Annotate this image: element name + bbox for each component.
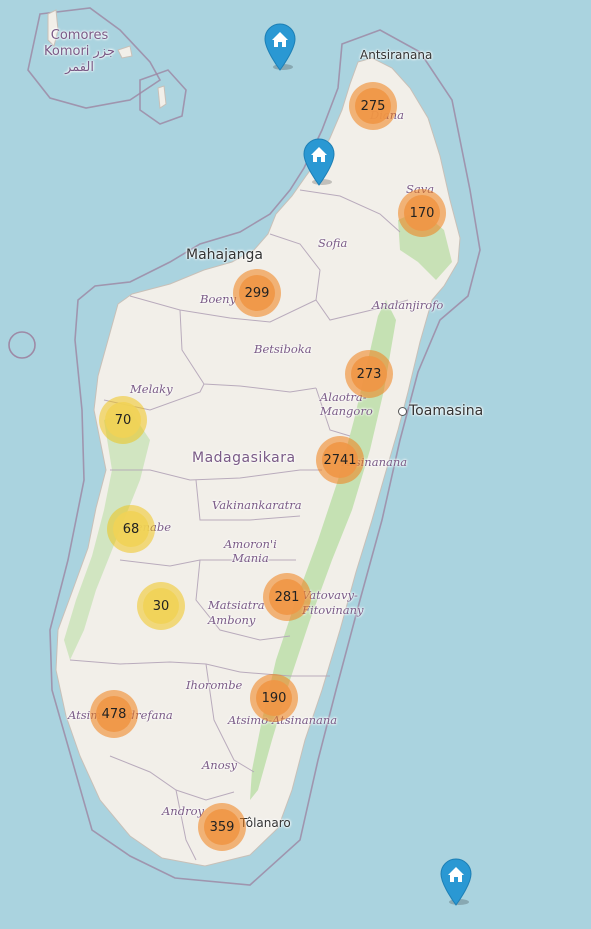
madagascar-island: [55, 57, 461, 867]
home-marker-southeast-sea[interactable]: [437, 855, 475, 907]
cluster-count: 299: [239, 275, 275, 311]
cluster-marker-boeny[interactable]: 299: [233, 269, 281, 317]
cluster-count: 478: [96, 696, 132, 732]
region-borders: [69, 189, 409, 861]
home-icon: [440, 858, 472, 906]
cluster-count: 359: [204, 809, 240, 845]
anjouan: [117, 45, 133, 59]
home-icon: [264, 23, 296, 71]
cluster-count: 275: [355, 88, 391, 124]
grande-comore: [47, 9, 59, 47]
cluster-count: 170: [404, 195, 440, 231]
cluster-count: 70: [105, 402, 141, 438]
cluster-marker-atsimo-andrefana[interactable]: 478: [90, 690, 138, 738]
mayotte: [157, 85, 167, 109]
comoros-boundary: [27, 7, 162, 109]
home-marker-north-sea[interactable]: [261, 20, 299, 72]
home-icon: [303, 138, 335, 186]
cluster-marker-menabe[interactable]: 68: [107, 505, 155, 553]
cluster-marker-matsiatra-ambony[interactable]: 30: [137, 582, 185, 630]
cluster-marker-vatovavy-fitovinany[interactable]: 281: [263, 573, 311, 621]
eastern-forest: [250, 300, 396, 800]
cluster-count: 190: [256, 680, 292, 716]
cluster-marker-atsimo-atsinanana[interactable]: 190: [250, 674, 298, 722]
territorial-waters-outline: [49, 29, 481, 886]
tromelin-boundary: [8, 331, 36, 359]
cluster-count: 68: [113, 511, 149, 547]
cluster-marker-anosy[interactable]: 359: [198, 803, 246, 851]
mayotte-boundary: [139, 69, 187, 125]
city-dot-toamasina: [398, 407, 407, 416]
cluster-marker-diana[interactable]: 275: [349, 82, 397, 130]
cluster-count: 273: [351, 356, 387, 392]
cluster-count: 30: [143, 588, 179, 624]
cluster-marker-atsinanana[interactable]: 2741: [316, 436, 364, 484]
home-marker-northwest-coast[interactable]: [300, 135, 338, 187]
cluster-marker-melaky[interactable]: 70: [99, 396, 147, 444]
cluster-count: 2741: [322, 442, 358, 478]
cluster-marker-sava[interactable]: 170: [398, 189, 446, 237]
cluster-count: 281: [269, 579, 305, 615]
cluster-marker-alaotra-mangoro[interactable]: 273: [345, 350, 393, 398]
